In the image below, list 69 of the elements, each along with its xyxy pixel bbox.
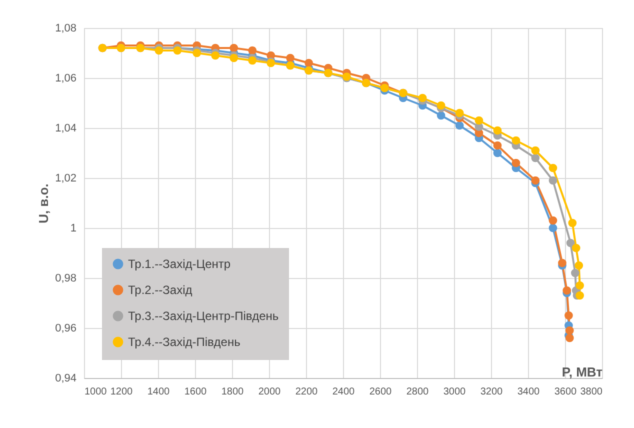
point — [230, 44, 238, 52]
point — [455, 121, 464, 130]
point — [230, 54, 238, 62]
x-tick-label: 3000 — [443, 386, 466, 398]
point — [565, 326, 574, 335]
point — [568, 218, 577, 228]
point — [248, 46, 257, 55]
legend-label: Тр.1.--Захід-Центр — [128, 257, 231, 271]
x-tick-label: 1600 — [184, 386, 208, 398]
point — [192, 48, 202, 58]
point — [512, 136, 520, 145]
y-tick-label: 0,96 — [55, 322, 76, 334]
point — [493, 141, 502, 150]
x-tick-label: 2400 — [332, 386, 356, 398]
point — [304, 58, 313, 68]
point — [418, 94, 427, 102]
point — [576, 291, 584, 300]
point — [474, 116, 484, 125]
point — [173, 46, 182, 55]
y-tick-label: 1,06 — [55, 72, 76, 84]
point — [436, 111, 446, 120]
point — [572, 244, 580, 252]
point — [512, 158, 520, 168]
legend-label: Тр.4.--Захід-Південь — [128, 335, 240, 349]
x-tick-label: 1800 — [221, 386, 244, 398]
point — [565, 334, 574, 342]
y-tick-label: 1,04 — [55, 122, 76, 134]
x-axis-title: P, МВт — [562, 364, 602, 380]
point — [531, 154, 540, 162]
point — [574, 261, 584, 270]
point — [455, 108, 464, 118]
legend-label: Тр.2.--Захід — [128, 283, 192, 297]
x-tick-label: 3800 — [580, 386, 603, 398]
x-tick-label: 2200 — [295, 386, 318, 398]
y-axis-title: U, в.о. — [36, 184, 52, 224]
point — [493, 126, 502, 135]
point — [548, 224, 558, 232]
point — [531, 176, 540, 185]
x-tick-label: 3400 — [517, 386, 540, 398]
legend-label: Тр.3.--Захід-Центр-Південь — [128, 309, 279, 323]
y-tick-label: 1,02 — [55, 172, 76, 184]
x-tick-label: 2800 — [406, 386, 430, 398]
point — [211, 51, 220, 60]
x-tick-label: 3200 — [480, 386, 504, 398]
y-tick-label: 1,08 — [55, 22, 76, 34]
y-tick-label: 0,94 — [55, 372, 76, 384]
x-tick-label: 3600 — [554, 386, 578, 398]
point — [548, 164, 558, 172]
x-tick-label: 2000 — [258, 386, 282, 398]
x-tick-label: 2600 — [369, 386, 392, 398]
point — [548, 176, 558, 185]
point — [558, 258, 566, 268]
x-tick-label: 1200 — [110, 386, 134, 398]
x-tick-label: 1400 — [147, 386, 170, 398]
point — [248, 56, 257, 65]
y-tick-label: 1 — [70, 222, 76, 234]
point — [562, 286, 572, 295]
point — [548, 216, 558, 225]
point — [286, 54, 294, 62]
point — [566, 238, 575, 248]
point — [564, 311, 573, 320]
point — [436, 101, 446, 110]
point — [493, 148, 502, 158]
point — [576, 281, 584, 290]
point — [154, 46, 164, 55]
point — [570, 268, 580, 278]
y-tick-label: 0,98 — [55, 272, 76, 284]
x-tick-label: 1000 — [84, 386, 108, 398]
point — [531, 146, 540, 155]
